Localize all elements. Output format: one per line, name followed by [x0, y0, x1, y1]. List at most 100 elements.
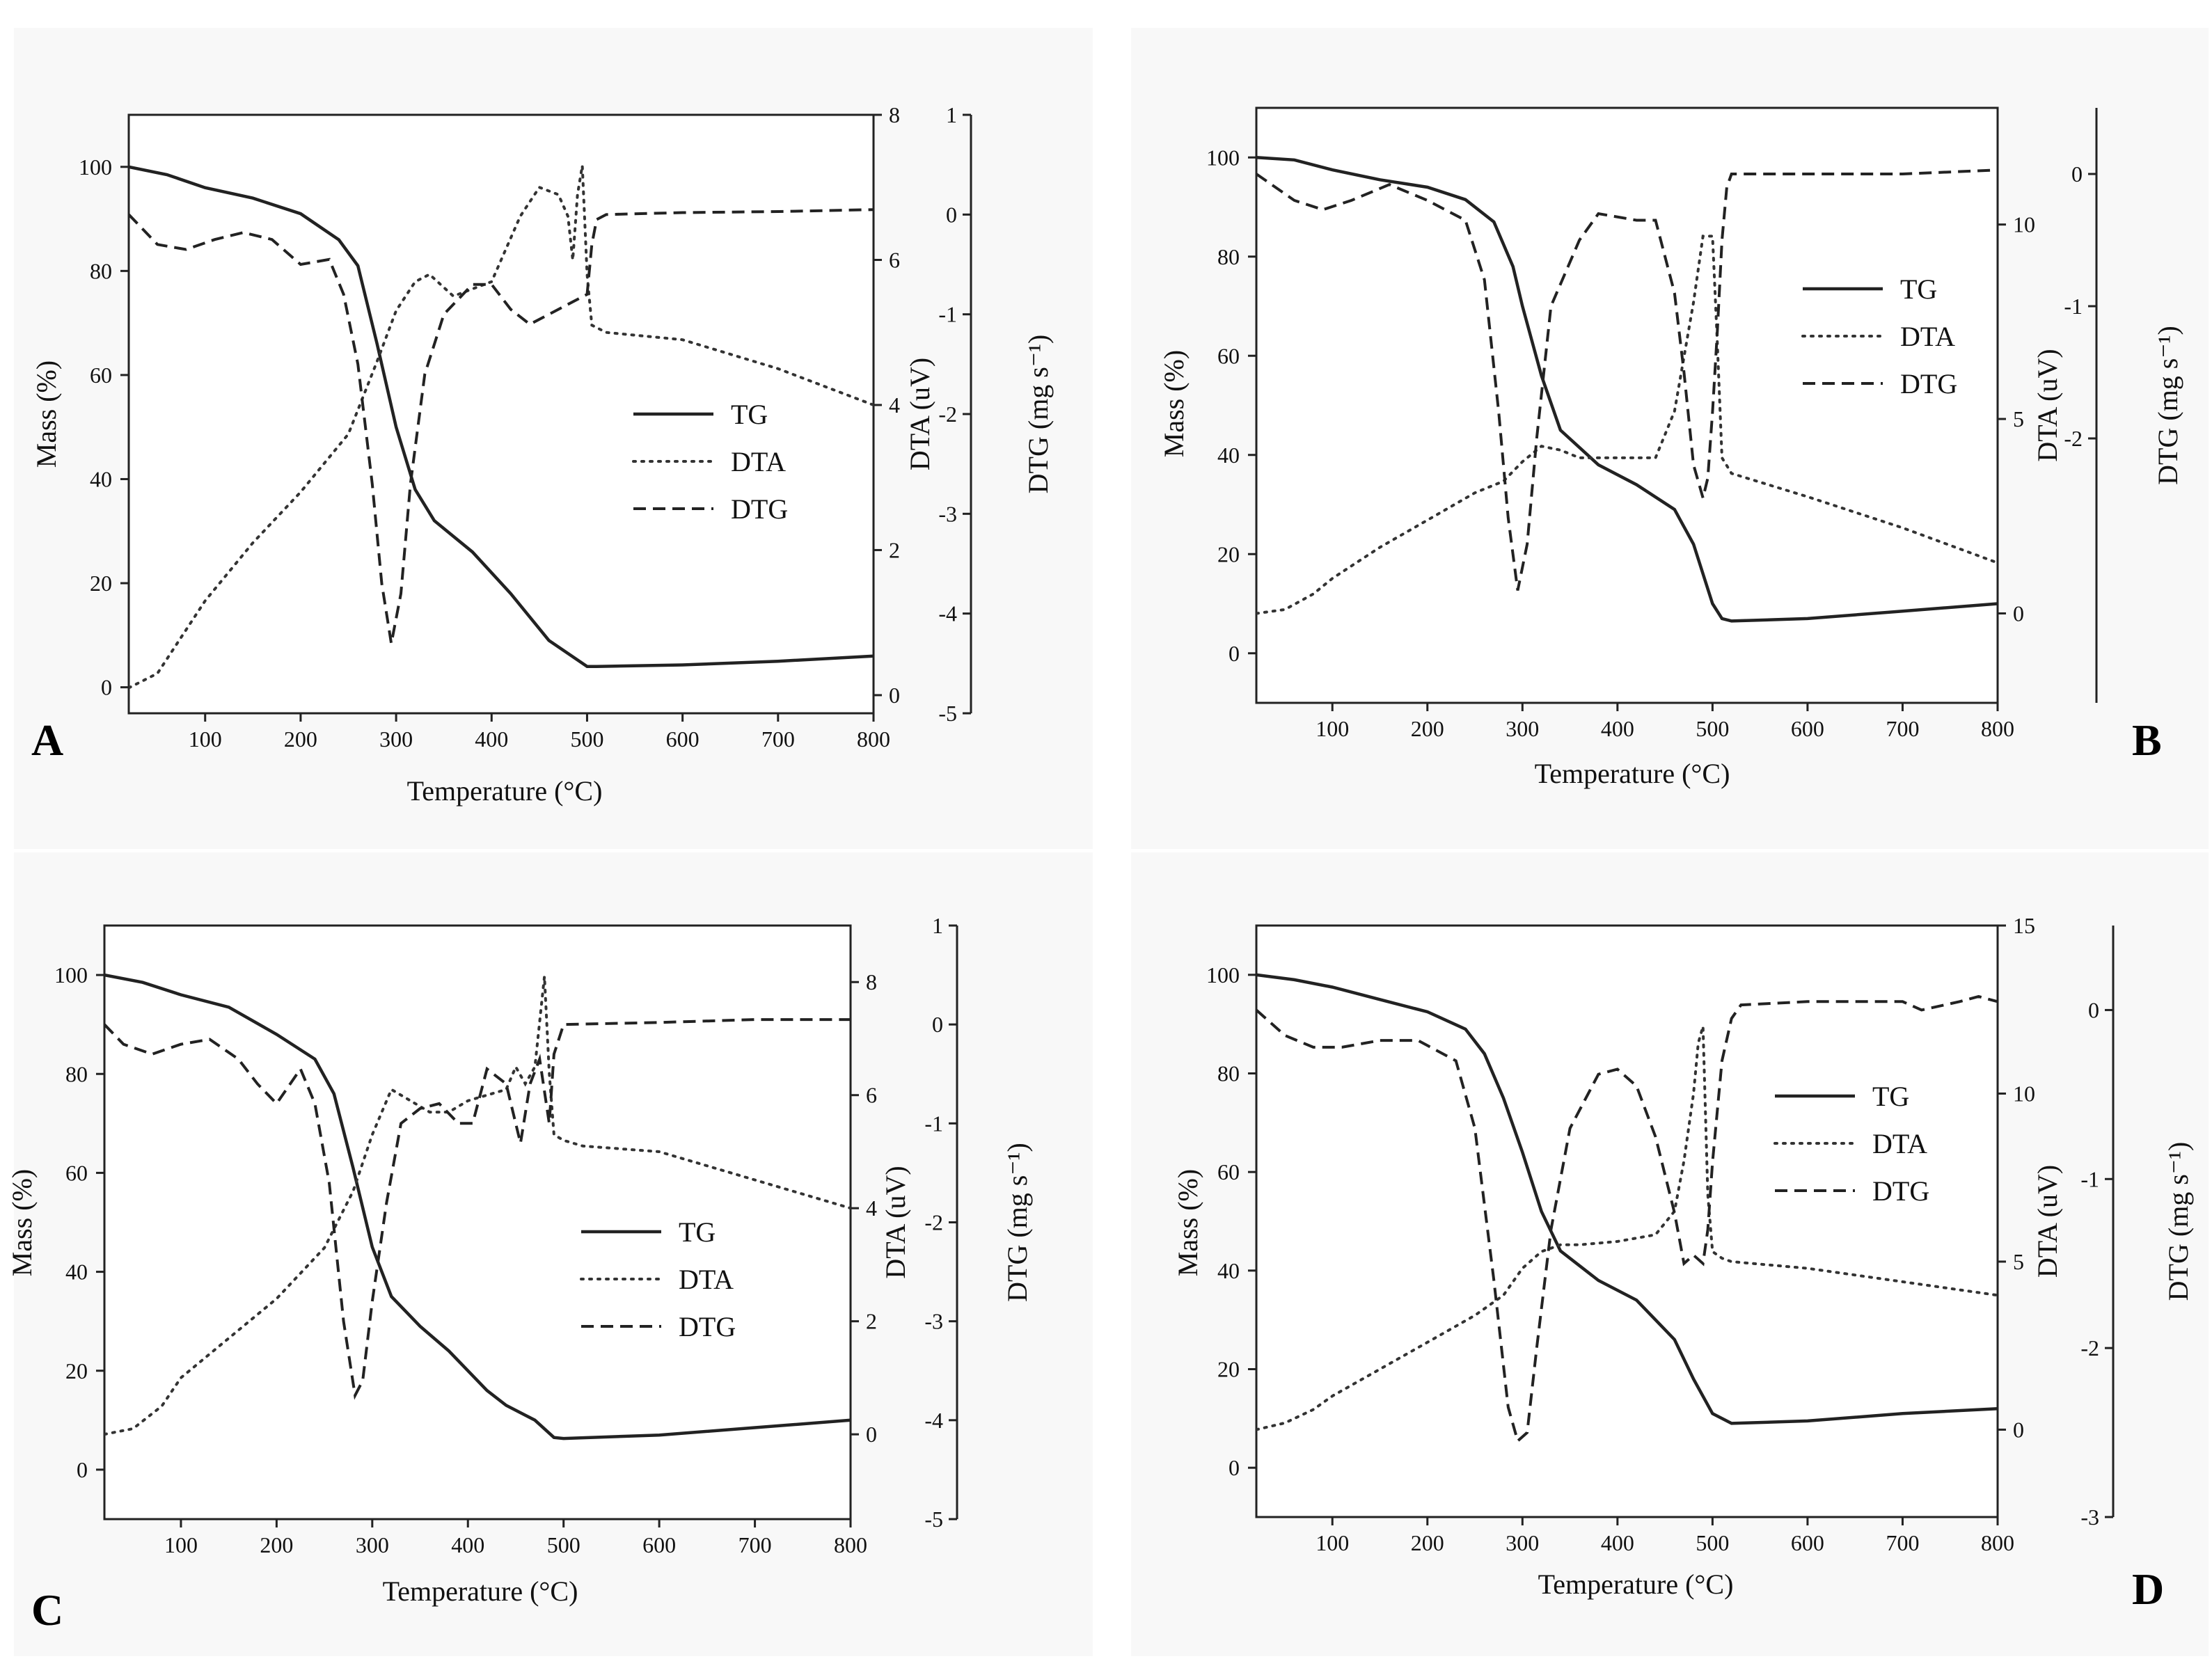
legend-label-dtg: DTG	[679, 1311, 736, 1342]
dtg-tick-label: -5	[938, 701, 957, 726]
mass-tick-label: 20	[1217, 541, 1240, 566]
mass-tick-label: 80	[90, 258, 112, 283]
mass-axis-label: Mass (%)	[6, 1169, 38, 1276]
panel-label: C	[31, 1585, 63, 1635]
dta-series-line	[1256, 235, 1998, 615]
x-tick-label: 400	[1601, 716, 1634, 741]
dtg-tick-label: 0	[946, 202, 957, 227]
dta-tick-label: 0	[866, 1422, 877, 1447]
dta-tick-label: 0	[2013, 601, 2024, 626]
x-tick-label: 200	[1411, 716, 1444, 741]
dtg-tick-label: 1	[932, 913, 943, 938]
x-tick-label: 600	[1791, 1530, 1824, 1555]
dtg-tick-label: -2	[2080, 1335, 2099, 1360]
dtg-axis-label: DTG (mg s⁻¹)	[1022, 335, 1054, 494]
legend-label-dtg: DTG	[1872, 1175, 1929, 1207]
dtg-series-line	[1256, 168, 1998, 591]
mass-tick-label: 100	[79, 154, 112, 180]
dtg-tick-label: -3	[924, 1309, 943, 1334]
panel-d-plot-area	[1255, 924, 1999, 1518]
tg-series-line	[104, 973, 851, 1440]
x-tick-label: 600	[642, 1532, 676, 1557]
tg-series-line	[129, 165, 874, 668]
legend-label-tg: TG	[1872, 1081, 1909, 1112]
legend: TG DTA DTG	[1773, 1081, 1929, 1207]
dtg-tick-label: -3	[2080, 1505, 2099, 1530]
mass-tick-label: 40	[65, 1260, 88, 1285]
dtg-tick-label: -4	[924, 1408, 943, 1433]
dtg-tick-label: -3	[938, 501, 957, 526]
mass-tick-label: 60	[65, 1160, 88, 1185]
panel-label: A	[31, 715, 63, 765]
dtg-tick-label: -1	[2080, 1166, 2099, 1191]
x-tick-label: 600	[666, 727, 700, 752]
dtg-series-line	[104, 1018, 851, 1400]
x-tick-label: 200	[260, 1532, 293, 1557]
dta-tick-label: 0	[889, 683, 900, 708]
x-tick-label: 300	[356, 1532, 389, 1557]
dtg-tick-label: -2	[938, 402, 957, 427]
x-tick-label: 800	[1981, 716, 2014, 741]
dtg-series-line	[1256, 994, 1998, 1444]
dtg-tick-label: -5	[924, 1507, 943, 1532]
x-tick-label: 100	[189, 727, 222, 752]
x-tick-label: 100	[164, 1532, 198, 1557]
mass-tick-label: 20	[65, 1358, 88, 1383]
x-tick-label: 500	[547, 1532, 580, 1557]
legend-label-dta: DTA	[1872, 1128, 1927, 1159]
x-axis-label: Temperature (°C)	[1538, 1569, 1734, 1600]
legend-label-tg: TG	[679, 1216, 716, 1248]
x-axis-label: Temperature (°C)	[1535, 758, 1730, 789]
dta-axis-label: DTA (uV)	[880, 1166, 911, 1278]
x-tick-label: 100	[1316, 1530, 1349, 1555]
dta-tick-label: 4	[866, 1196, 877, 1221]
x-tick-label: 700	[1886, 1530, 1919, 1555]
dta-series-line	[104, 976, 851, 1436]
legend-label-tg: TG	[1900, 273, 1937, 305]
x-tick-label: 400	[475, 727, 508, 752]
dta-tick-label: 0	[2013, 1417, 2024, 1442]
legend-label-dta: DTA	[1900, 321, 1955, 352]
dta-axis-label: DTA (uV)	[2032, 1165, 2063, 1278]
dta-tick-label: 6	[889, 247, 900, 272]
mass-tick-label: 100	[1206, 145, 1240, 170]
dta-axis-label: DTA (uV)	[904, 358, 935, 470]
dta-tick-label: 8	[889, 102, 900, 127]
dta-series-line	[1256, 1026, 1998, 1431]
dta-tick-label: 10	[2013, 212, 2035, 237]
dta-tick-label: 5	[2013, 1249, 2024, 1274]
dta-tick-label: 10	[2013, 1081, 2035, 1106]
x-tick-label: 700	[738, 1532, 772, 1557]
tg-series-line	[1256, 156, 1998, 623]
mass-tick-label: 60	[1217, 1159, 1240, 1184]
mass-tick-label: 100	[1206, 962, 1240, 987]
dtg-axis-label: DTG (mg s⁻¹)	[1002, 1143, 1033, 1302]
mass-tick-label: 40	[90, 466, 112, 491]
mass-tick-label: 80	[1217, 1061, 1240, 1086]
x-tick-label: 500	[570, 727, 603, 752]
x-tick-label: 500	[1696, 1530, 1729, 1555]
dtg-axis-label: DTG (mg s⁻¹)	[2152, 326, 2183, 485]
dtg-tick-label: -4	[938, 601, 957, 626]
panel-label: B	[2132, 715, 2162, 765]
mass-tick-label: 20	[1217, 1357, 1240, 1382]
x-tick-label: 300	[1506, 716, 1539, 741]
mass-tick-label: 20	[90, 571, 112, 596]
x-tick-label: 700	[761, 727, 795, 752]
dtg-tick-label: -1	[938, 302, 957, 327]
x-tick-label: 400	[1601, 1530, 1634, 1555]
x-tick-label: 800	[857, 727, 890, 752]
mass-tick-label: 80	[1217, 244, 1240, 269]
dtg-tick-label: 0	[932, 1012, 943, 1037]
x-tick-label: 700	[1886, 716, 1919, 741]
mass-tick-label: 0	[1229, 641, 1240, 666]
mass-tick-label: 0	[77, 1457, 88, 1482]
dtg-tick-label: 0	[2088, 997, 2099, 1022]
legend: TG DTA DTG	[580, 1216, 736, 1342]
dtg-tick-label: -1	[924, 1111, 943, 1136]
x-tick-label: 800	[834, 1532, 867, 1557]
x-tick-label: 500	[1696, 716, 1729, 741]
